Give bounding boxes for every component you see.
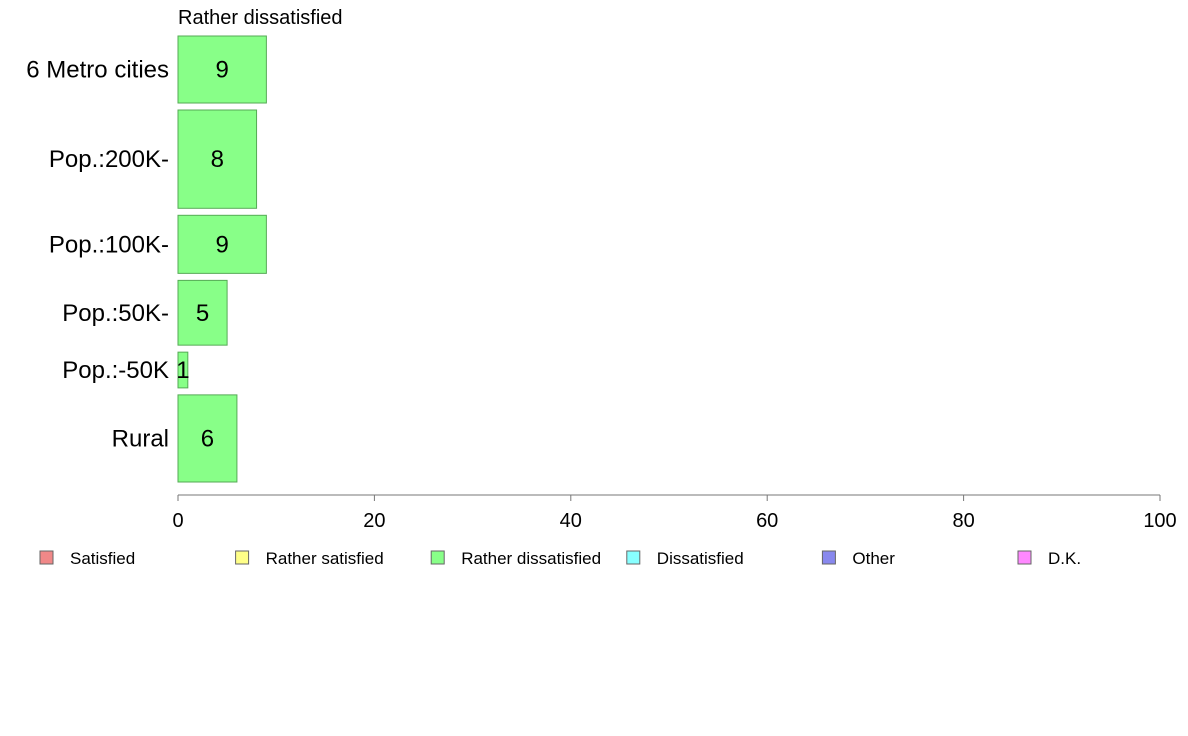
legend-swatch <box>1017 550 1032 565</box>
x-tick-label: 40 <box>560 510 582 532</box>
legend-swatch <box>626 550 641 565</box>
x-tick-label: 0 <box>172 510 183 532</box>
legend-swatch <box>430 550 445 565</box>
legend-label: Rather satisfied <box>266 549 384 568</box>
legend-swatch <box>821 550 836 565</box>
category-label: 6 Metro cities <box>26 57 169 84</box>
x-axis: 0 20 40 60 80 100 <box>172 494 1177 532</box>
bar <box>177 109 258 209</box>
legend-swatch <box>235 550 250 565</box>
legend-label: Satisfied <box>70 549 135 568</box>
bar-value-label: 5 <box>196 300 209 327</box>
category-label: Pop.:100K- <box>49 231 169 258</box>
legend-label: Dissatisfied <box>657 549 744 568</box>
legend: Satisfied Rather satisfied Rather dissatis… <box>39 549 1081 568</box>
bar <box>177 214 267 274</box>
category-label: Pop.:200K- <box>49 146 169 173</box>
category-label: Pop.:-50K <box>62 357 169 384</box>
x-tick-label: 80 <box>952 510 974 532</box>
bar-value-label: 8 <box>211 146 224 173</box>
bar <box>177 279 228 346</box>
legend-label: Other <box>852 549 895 568</box>
legend-label: D.K. <box>1048 549 1081 568</box>
x-tick-label: 100 <box>1143 510 1176 532</box>
legend-swatch <box>39 550 54 565</box>
x-tick-label: 20 <box>363 510 385 532</box>
bar <box>177 394 238 483</box>
bar <box>177 35 267 104</box>
category-label: Rural <box>112 425 169 452</box>
bar-value-label: 9 <box>216 57 229 84</box>
x-tick-label: 60 <box>756 510 778 532</box>
bar-value-label: 6 <box>201 425 214 452</box>
category-label: Pop.:50K- <box>62 300 169 327</box>
bar <box>177 351 189 389</box>
bars-layer: 9 6 Metro cities 8 Pop.:200K- 9 Pop.:100K- 5 Po… <box>26 35 267 483</box>
bar-value-label: 9 <box>216 231 229 258</box>
bar-value-label: 1 <box>176 357 189 384</box>
legend-label: Rather dissatisfied <box>461 549 601 568</box>
chart-title: Rather dissatisfied <box>178 7 343 29</box>
